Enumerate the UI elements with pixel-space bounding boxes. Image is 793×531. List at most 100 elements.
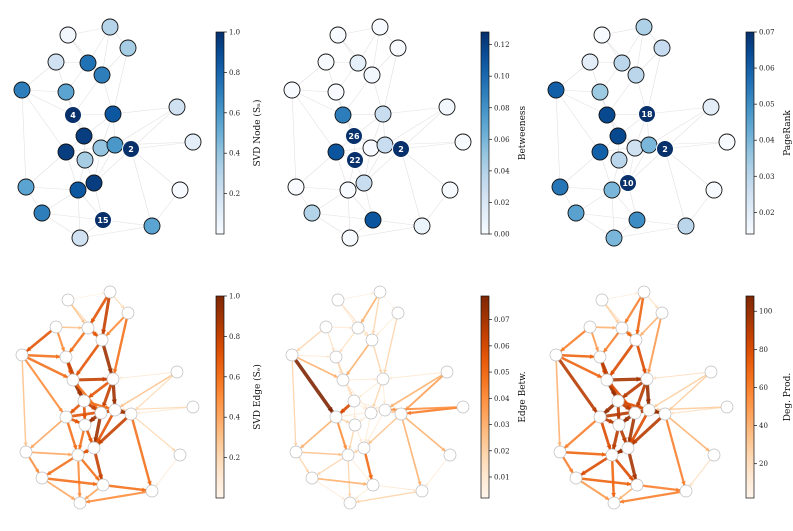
edge-arrow-n6-n9 (63, 373, 68, 378)
edge-n8-n10 (112, 371, 178, 380)
colorbar-tick-label-4-3: 0.8 (229, 333, 240, 341)
edge-arrow-n18-n22 (305, 469, 309, 473)
edge-n6-n13 (21, 89, 67, 153)
node-n9 (334, 106, 352, 124)
edge-arrow-n13-n17 (74, 418, 80, 424)
node-n14 (92, 139, 110, 157)
colorbar-tick-label-4-2: 0.6 (229, 373, 241, 381)
edge-arrow-n0-n4 (614, 319, 619, 324)
node-n24 (679, 484, 693, 498)
edge-arrow-n23-n24 (141, 487, 146, 493)
node-n4 (615, 321, 629, 335)
edge-arrow-n15-n19 (366, 439, 370, 443)
node-n21 (441, 181, 459, 199)
edge-arrow-n16-n21 (705, 447, 710, 452)
edge-arrow-n20-n25 (347, 493, 352, 497)
node-n19 (355, 174, 373, 192)
edge-arrow-n24-n25 (85, 499, 90, 504)
node-n10 (376, 372, 390, 386)
node-n12 (720, 400, 734, 414)
edge-arrow-n3-n6 (296, 347, 301, 352)
edge-arrow-n11-n13 (70, 408, 76, 413)
edge-n8-n15 (114, 106, 178, 146)
edge-arrow-n16-n21 (441, 447, 446, 452)
edge-arrow-n11-n15 (375, 405, 380, 410)
node-n13 (329, 410, 343, 424)
edge-arrow-n12-n16 (407, 410, 412, 416)
node-n14 (628, 406, 642, 420)
edge-n6-n13 (20, 353, 68, 419)
edge-n8-n10 (646, 106, 712, 115)
edge-n8-n16 (130, 106, 178, 150)
node-n19 (85, 174, 103, 192)
edge-arrow-n13-n20 (342, 445, 348, 450)
node-n20 (339, 181, 357, 199)
edge-arrow-n2-n5 (106, 331, 111, 336)
node-n22 (35, 471, 49, 485)
edge-n24-n25 (349, 225, 423, 239)
edge-n6-n18 (21, 354, 27, 453)
edge-arrow-n8-n10 (653, 376, 657, 380)
edge-arrow-n23-n25 (354, 496, 359, 500)
node-n19 (357, 441, 371, 455)
node-n9 (66, 373, 80, 387)
node-n18 (289, 445, 303, 459)
edge-n16-n24 (130, 148, 153, 227)
node-n19 (621, 441, 635, 455)
edge-arrow-n20-n25 (611, 492, 616, 497)
edge-n6-n18 (555, 89, 561, 188)
node-n23 (96, 478, 110, 492)
edge-arrow-n22-n23 (92, 481, 97, 487)
edge-n16-n24 (664, 148, 687, 227)
edge-arrow-n6-n18 (557, 442, 562, 446)
colorbar-5 (480, 295, 490, 499)
colorbar-tick-label-2-2: 0.04 (494, 167, 510, 175)
edge-arrow-n1-n2 (390, 305, 395, 309)
edge-arrow-n6-n18 (23, 442, 28, 446)
edge-arrow-n23-n24 (412, 488, 416, 492)
colorbar-tick-label-3-4: 0.06 (759, 65, 775, 73)
node-n6 (285, 348, 299, 362)
edge-arrow-n5-n9 (76, 370, 81, 376)
edge-n16-n24 (400, 148, 423, 227)
node-n12 (456, 400, 470, 414)
edge-n6-n18 (555, 354, 561, 453)
node-n11 (77, 394, 91, 408)
edge-arrow-n8-n15 (654, 403, 658, 407)
edge-arrow-n4-n5 (92, 331, 98, 337)
node-n25 (71, 229, 89, 247)
edge-n8-n15 (384, 106, 448, 146)
node-n18 (551, 178, 569, 196)
node-n15 (642, 403, 656, 417)
node-n25 (607, 496, 621, 510)
edge-n6-n18 (291, 354, 297, 453)
edge-arrow-n13-n20 (72, 444, 78, 450)
edge-n8-n10 (112, 106, 178, 115)
edge-arrow-n6-n13 (591, 407, 597, 413)
node-n3 (49, 320, 63, 334)
node-n0 (329, 26, 347, 44)
node-n11 (609, 127, 627, 145)
edge-arrow-n17-n19 (88, 437, 93, 443)
edge-arrow-n1-n5 (635, 329, 640, 335)
node-n23 (366, 478, 380, 492)
node-n11 (75, 127, 93, 145)
edge-arrow-n10-n15 (382, 400, 387, 404)
colorbar-tick-label-1-1: 0.4 (229, 150, 241, 158)
edge-n6-n13 (291, 89, 337, 153)
node-n1 (103, 285, 117, 299)
edge-arrow-n11-n13 (604, 408, 610, 413)
colorbar-tick-label-3-1: 0.03 (759, 173, 775, 181)
colorbar-3 (745, 31, 755, 235)
edge-arrow-n8-n10 (389, 376, 393, 380)
panel-1: 4 2 15 0.2 0.4 0.6 0.8 1.0 SVD Node (Sₙ) (13, 18, 263, 247)
edge-n16-n24 (400, 413, 423, 492)
colorbar-tick-label-5-2: 0.03 (494, 421, 510, 429)
edge-n8-n10 (646, 371, 712, 380)
node-label-n23: 15 (97, 216, 109, 225)
node-n9 (336, 373, 350, 387)
colorbar-tick-label-4-4: 1.0 (229, 293, 240, 301)
node-n25 (341, 229, 359, 247)
edge-n6-n9 (555, 89, 608, 116)
